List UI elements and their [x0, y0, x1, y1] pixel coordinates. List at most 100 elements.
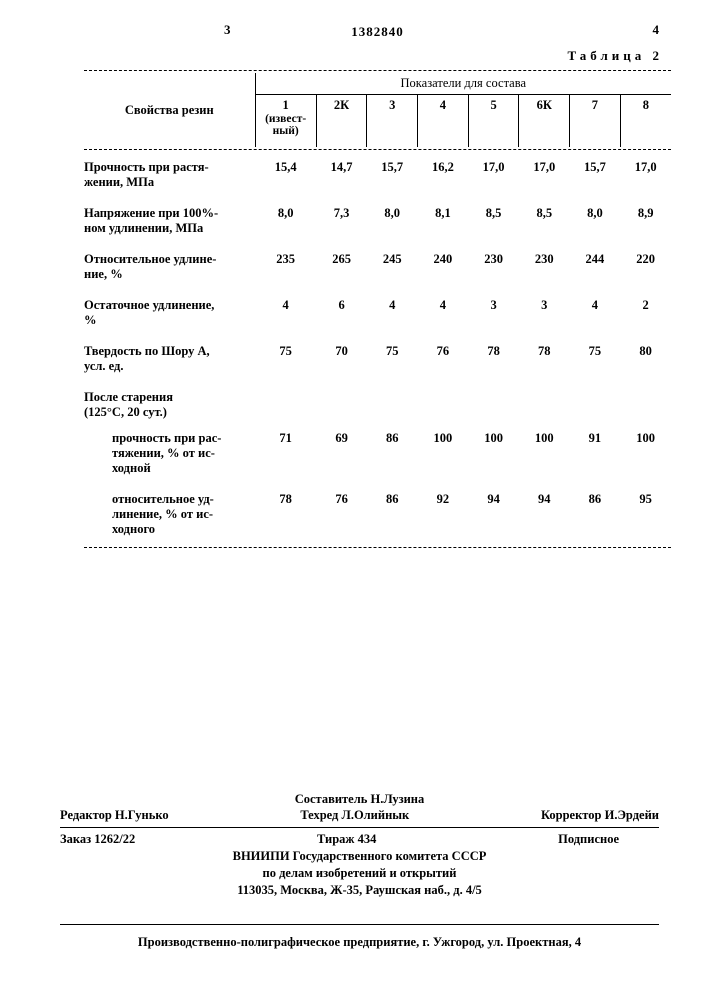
techred: Техред Л.Олийнык [300, 808, 409, 823]
vniipi-line-3: 113035, Москва, Ж-35, Раушская наб., д. … [60, 883, 659, 898]
cell: 100 [519, 423, 570, 484]
page-right-num: 4 [653, 22, 660, 38]
cell: 4 [367, 290, 418, 336]
table-row: относительное уд-линение, % от ис-ходног… [84, 484, 671, 545]
table-row: прочность при рас-тяжении, % от ис-ходно… [84, 423, 671, 484]
cell: 14,7 [316, 152, 367, 198]
cell: 86 [367, 484, 418, 545]
table-row: Твердость по Шору А,усл. ед. 75 70 75 76… [84, 336, 671, 382]
editor: Редактор Н.Гунько [60, 808, 169, 823]
cell: 94 [468, 484, 519, 545]
cell: 240 [418, 244, 469, 290]
col-head-8: 8 [620, 95, 671, 148]
printer-line: Производственно-полиграфическое предприя… [60, 935, 659, 950]
compiler-line: Составитель Н.Лузина [60, 792, 659, 807]
section-label: После старения(125°С, 20 сут.) [84, 382, 671, 423]
cell: 92 [418, 484, 469, 545]
cell: 17,0 [468, 152, 519, 198]
cell: 2 [620, 290, 671, 336]
order-line: Заказ 1262/22 Тираж 434 Подписное [60, 832, 659, 847]
cell: 265 [316, 244, 367, 290]
corrector: Корректор И.Эрдейи [541, 808, 659, 823]
row-label: прочность при рас-тяжении, % от ис-ходно… [84, 423, 255, 484]
cell: 78 [519, 336, 570, 382]
cell: 100 [620, 423, 671, 484]
editor-tech-corrector-line: Редактор Н.Гунько Техред Л.Олийнык Корре… [60, 808, 659, 823]
cell: 8,9 [620, 198, 671, 244]
row-label: Твердость по Шору А,усл. ед. [84, 336, 255, 382]
row-label: Прочность при растя-жении, МПа [84, 152, 255, 198]
cell: 15,7 [367, 152, 418, 198]
cell: 17,0 [620, 152, 671, 198]
table-header-row-1: Свойства резин Показатели для состава [84, 73, 671, 95]
cell: 7,3 [316, 198, 367, 244]
cell: 4 [418, 290, 469, 336]
col-head-7: 7 [570, 95, 621, 148]
cell: 15,7 [570, 152, 621, 198]
aging-section-header: После старения(125°С, 20 сут.) [84, 382, 671, 423]
credits-rule-2 [60, 924, 659, 925]
table-row: Напряжение при 100%-ном удлинении, МПа 8… [84, 198, 671, 244]
cell: 6 [316, 290, 367, 336]
document-number: 1382840 [84, 24, 671, 40]
cell: 3 [468, 290, 519, 336]
header-bottom-rule [84, 149, 671, 150]
col-head-2: 2К [316, 95, 367, 148]
cell: 75 [367, 336, 418, 382]
cell: 244 [570, 244, 621, 290]
credits-rule-1 [60, 827, 659, 828]
table-bottom-rule [84, 547, 671, 548]
order-number: Заказ 1262/22 [60, 832, 135, 847]
cell: 16,2 [418, 152, 469, 198]
cell: 76 [418, 336, 469, 382]
cell: 8,0 [570, 198, 621, 244]
cell: 70 [316, 336, 367, 382]
cell: 8,5 [468, 198, 519, 244]
cell: 235 [255, 244, 316, 290]
cell: 91 [570, 423, 621, 484]
cell: 8,5 [519, 198, 570, 244]
table-row: Прочность при растя-жении, МПа 15,4 14,7… [84, 152, 671, 198]
cell: 71 [255, 423, 316, 484]
cell: 69 [316, 423, 367, 484]
cell: 100 [468, 423, 519, 484]
cell: 76 [316, 484, 367, 545]
cell: 95 [620, 484, 671, 545]
cell: 220 [620, 244, 671, 290]
cell: 4 [255, 290, 316, 336]
cell: 4 [570, 290, 621, 336]
vniipi-line-2: по делам изобретений и открытий [60, 866, 659, 881]
cell: 94 [519, 484, 570, 545]
table-caption: Таблица 2 [84, 48, 671, 64]
row-label: Относительное удлине-ние, % [84, 244, 255, 290]
cell: 17,0 [519, 152, 570, 198]
table-top-rule [84, 70, 671, 71]
cell: 80 [620, 336, 671, 382]
cell: 15,4 [255, 152, 316, 198]
cell: 8,0 [255, 198, 316, 244]
cell: 245 [367, 244, 418, 290]
cell: 8,1 [418, 198, 469, 244]
cell: 3 [519, 290, 570, 336]
cell: 86 [570, 484, 621, 545]
cell: 75 [255, 336, 316, 382]
row-header-title: Свойства резин [84, 73, 255, 147]
table-row: Остаточное удлинение,% 4 6 4 4 3 3 4 2 [84, 290, 671, 336]
row-label: Напряжение при 100%-ном удлинении, МПа [84, 198, 255, 244]
cell: 230 [519, 244, 570, 290]
spanner-header: Показатели для состава [255, 73, 671, 95]
page-left-num: 3 [224, 22, 231, 38]
cell: 75 [570, 336, 621, 382]
cell: 78 [468, 336, 519, 382]
vniipi-line-1: ВНИИПИ Государственного комитета СССР [60, 849, 659, 864]
footer-block: Производственно-полиграфическое предприя… [60, 920, 659, 950]
row-label: Остаточное удлинение,% [84, 290, 255, 336]
cell: 8,0 [367, 198, 418, 244]
podpisnoe: Подписное [558, 832, 619, 847]
col-head-3: 3 [367, 95, 418, 148]
col1-note: (извест-ный) [258, 113, 314, 137]
tirazh: Тираж 434 [317, 832, 376, 847]
col-head-4: 4 [418, 95, 469, 148]
cell: 230 [468, 244, 519, 290]
cell: 100 [418, 423, 469, 484]
